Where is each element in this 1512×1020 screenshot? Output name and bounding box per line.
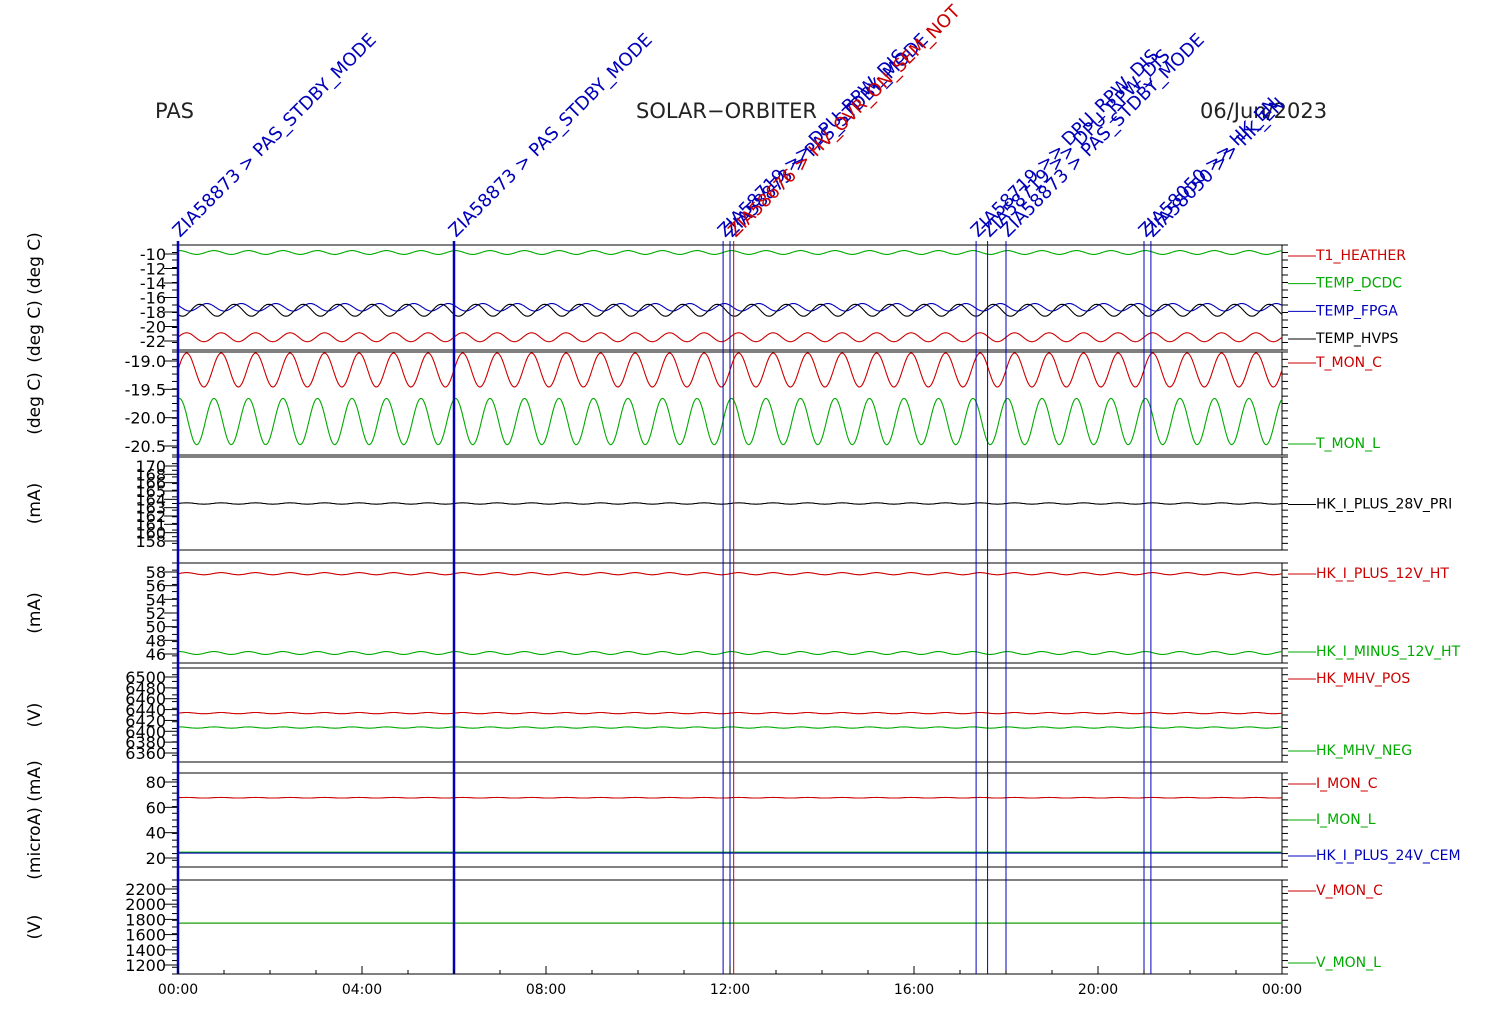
legend-label: HK_I_PLUS_28V_PRI bbox=[1316, 497, 1452, 513]
legend-label: HK_I_PLUS_12V_HT bbox=[1316, 566, 1449, 582]
legend-label: TEMP_FPGA bbox=[1315, 303, 1398, 319]
x-tick-label: 00:00 bbox=[1262, 982, 1302, 998]
event-label: ZIA58873 > PAS_STDBY_MODE bbox=[445, 30, 657, 242]
x-tick-label: 04:00 bbox=[342, 982, 382, 998]
y-tick-label: 40 bbox=[146, 824, 166, 843]
y-tick-label: 46 bbox=[146, 645, 166, 664]
y-tick-label: 1600 bbox=[125, 926, 166, 945]
y-tick-label: 20 bbox=[146, 849, 166, 868]
legend-label: T_MON_C bbox=[1315, 355, 1382, 371]
y-tick-label: 6500 bbox=[125, 668, 166, 687]
y-tick-label: 6440 bbox=[125, 701, 166, 720]
panel-2: -19.0 -19.5 -20.0 -20.5 (deg C) T_MON_C T_MON_… bbox=[25, 351, 1382, 456]
y-tick-label: -20.5 bbox=[125, 437, 166, 456]
y-tick-label: -16 bbox=[140, 289, 166, 308]
y-tick-label: 56 bbox=[146, 577, 166, 596]
y-tick-label: 52 bbox=[146, 604, 166, 623]
y-axis-label: (mA) bbox=[25, 483, 45, 524]
legend-label: HK_I_PLUS_24V_CEM bbox=[1316, 848, 1461, 864]
instrument-title: PAS bbox=[155, 99, 194, 123]
panel-6: 80 60 40 20 (microA) (mA) I_MON_C I_MON_L HK_I_… bbox=[25, 760, 1461, 879]
y-tick-label: 165 bbox=[135, 482, 166, 501]
mission-title: SOLAR−ORBITER bbox=[636, 99, 817, 123]
legend-label: HK_MHV_POS bbox=[1316, 671, 1410, 687]
y-axis-label: (deg C) (deg C) bbox=[25, 232, 45, 363]
y-tick-label: -19.0 bbox=[125, 352, 166, 371]
legend-label: TEMP_HVPS bbox=[1315, 331, 1398, 347]
y-tick-label: -20 bbox=[140, 318, 166, 337]
y-tick-label: 6400 bbox=[125, 722, 166, 741]
y-tick-label: 160 bbox=[135, 524, 166, 543]
y-tick-label: -10 bbox=[140, 245, 166, 264]
y-tick-label: -18 bbox=[140, 303, 166, 322]
y-tick-label: -20.0 bbox=[125, 409, 166, 428]
legend-label: HK_I_MINUS_12V_HT bbox=[1316, 644, 1461, 660]
date-title: 06/Jun/2023 bbox=[1200, 99, 1327, 123]
y-tick-label: -14 bbox=[140, 274, 166, 293]
y-tick-label: 1200 bbox=[125, 956, 166, 975]
x-tick-label: 16:00 bbox=[894, 982, 934, 998]
y-tick-label: 2000 bbox=[125, 895, 166, 914]
y-tick-label: 170 bbox=[135, 457, 166, 476]
y-tick-label: 58 bbox=[146, 563, 166, 582]
y-tick-label: 50 bbox=[146, 618, 166, 637]
y-tick-label: 163 bbox=[135, 499, 166, 518]
x-tick-label: 20:00 bbox=[1078, 982, 1118, 998]
y-tick-label: 54 bbox=[146, 590, 166, 609]
y-tick-label: 2200 bbox=[125, 880, 166, 899]
y-tick-label: 168 bbox=[135, 465, 166, 484]
y-tick-label: 60 bbox=[146, 798, 166, 817]
legend-label: HK_MHV_NEG bbox=[1316, 743, 1412, 759]
legend-label: I_MON_L bbox=[1316, 812, 1376, 828]
legend-label: I_MON_C bbox=[1316, 776, 1378, 792]
y-tick-label: 6380 bbox=[125, 733, 166, 752]
x-tick-label: 08:00 bbox=[526, 982, 566, 998]
y-axis-label: (V) bbox=[25, 703, 45, 728]
legend-label: V_MON_C bbox=[1316, 883, 1383, 899]
y-tick-label: 1800 bbox=[125, 910, 166, 929]
legend-label: T_MON_L bbox=[1315, 436, 1380, 452]
y-tick-label: 166 bbox=[135, 474, 166, 493]
panels-layer: -10-12-14-16-18-20-22 (deg C) (deg C) T1_H… bbox=[25, 232, 1461, 975]
events-layer: ZIA58873 > PAS_STDBY_MODE ZIA58873 > PAS_… bbox=[169, 1, 1289, 974]
y-tick-label: 80 bbox=[146, 773, 166, 792]
y-tick-label: 1400 bbox=[125, 941, 166, 960]
y-tick-label: 161 bbox=[135, 515, 166, 534]
y-tick-label: -22 bbox=[140, 332, 166, 351]
legend-label: TEMP_DCDC bbox=[1315, 276, 1402, 292]
y-tick-label: -19.5 bbox=[125, 380, 166, 399]
y-axis-label: (V) bbox=[25, 915, 45, 940]
y-tick-label: 6480 bbox=[125, 679, 166, 698]
y-tick-label: 164 bbox=[135, 490, 166, 509]
time-axis: 00:00 04:00 08:00 12:00 16:00 20:00 00:00 bbox=[158, 966, 1302, 998]
y-axis-label: (deg C) bbox=[25, 372, 45, 435]
y-tick-label: 6360 bbox=[125, 744, 166, 763]
event-label: ZIA58719 >> DPU_RPW_DIS bbox=[978, 45, 1174, 241]
y-axis-label: (mA) bbox=[25, 592, 45, 633]
y-tick-label: 6460 bbox=[125, 690, 166, 709]
x-tick-label: 00:00 bbox=[158, 982, 198, 998]
y-tick-label: 158 bbox=[135, 532, 166, 551]
y-axis-label: (microA) (mA) bbox=[25, 760, 45, 879]
panel-1: -10-12-14-16-18-20-22 (deg C) (deg C) T1_H… bbox=[25, 232, 1406, 363]
x-tick-label: 12:00 bbox=[710, 982, 750, 998]
y-tick-label: 48 bbox=[146, 631, 166, 650]
event-label: ZIA58873 > PAS_STDBY_MODE bbox=[169, 30, 381, 242]
y-tick-label: 6420 bbox=[125, 711, 166, 730]
legend-label: V_MON_L bbox=[1316, 955, 1381, 971]
legend-label: T1_HEATHER bbox=[1315, 248, 1406, 264]
y-tick-label: 162 bbox=[135, 507, 166, 526]
y-tick-label: -12 bbox=[140, 260, 166, 279]
